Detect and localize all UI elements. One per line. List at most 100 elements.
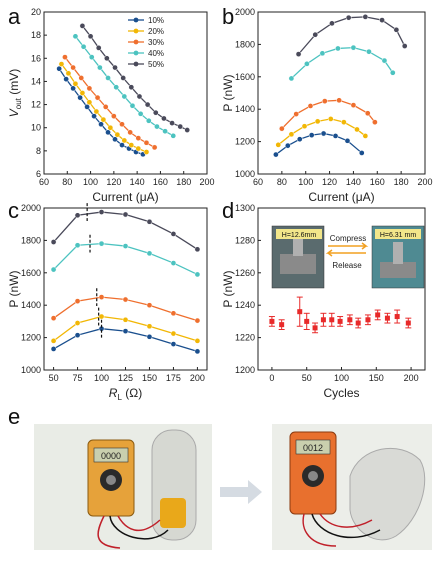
data-point (119, 142, 125, 148)
x-tick-label-c: 175 (166, 373, 181, 383)
data-point (354, 126, 360, 133)
x-tick-label-a: 60 (39, 177, 49, 187)
data-point (288, 75, 295, 82)
x-tick-label-c: 50 (49, 373, 59, 383)
x-tick-label-a: 80 (62, 177, 72, 187)
data-point (350, 102, 357, 109)
data-point (170, 341, 177, 347)
data-point (372, 119, 378, 126)
series-line-b-40% (290, 46, 394, 79)
plot-frame-b (257, 11, 426, 175)
legend-marker (133, 61, 139, 67)
data-point (350, 44, 357, 51)
data-point (194, 271, 201, 278)
data-point (170, 132, 177, 139)
photo-right-dial-knob (308, 471, 318, 481)
y-tick-label-c: 1600 (21, 268, 41, 278)
data-point (146, 302, 153, 309)
data-point (162, 128, 168, 135)
data-point (50, 346, 57, 352)
y-tick-label-d: 1240 (235, 300, 255, 310)
data-point (104, 55, 110, 62)
photo-right-black-wire (311, 513, 381, 539)
data-point (70, 64, 76, 71)
data-point (307, 103, 314, 109)
panel-label-c: c (8, 198, 19, 223)
data-point (74, 212, 81, 219)
data-point (50, 266, 57, 273)
panel-label-d: d (222, 198, 234, 223)
data-point (128, 142, 135, 148)
chart-a: 60 80 100 120 140 160 180 200 6 8 10 12 14 16 18 20 Curr… (7, 7, 215, 204)
data-point (169, 120, 175, 126)
data-point (79, 23, 86, 29)
y-tick-label-d: 1200 (235, 365, 255, 375)
legend-entry: 30% (148, 38, 164, 47)
x-tick-label-b: 180 (394, 177, 409, 187)
y-tick-label-a: 14 (31, 76, 41, 86)
data-point (58, 61, 65, 67)
data-point (79, 90, 86, 96)
data-point (74, 332, 81, 339)
legend-marker (133, 39, 139, 45)
data-point (105, 129, 111, 136)
data-point (80, 43, 87, 50)
data-point (72, 80, 79, 87)
y-tick-label-c: 2000 (21, 203, 41, 213)
photo-left-device (160, 498, 186, 528)
data-point (146, 333, 153, 340)
data-point (312, 325, 318, 331)
data-point (91, 113, 97, 119)
legend-marker (133, 17, 139, 23)
y-tick-label-b: 2000 (235, 7, 255, 17)
y-tick-label-a: 8 (36, 146, 41, 156)
x-tick-label-a: 200 (199, 177, 214, 187)
data-point (194, 348, 201, 355)
data-point (50, 337, 57, 344)
x-tick-label-b: 200 (417, 177, 432, 187)
data-point (151, 144, 158, 151)
x-tick-label-c: 200 (190, 373, 205, 383)
data-point (105, 75, 111, 81)
legend-marker (133, 50, 139, 56)
x-axis-label-a: Current (μA) (92, 190, 158, 204)
photo-right-probe-wires (302, 513, 373, 547)
data-point (98, 240, 105, 247)
x-tick-label-d: 150 (369, 373, 384, 383)
data-point (122, 211, 129, 218)
data-point (122, 328, 129, 334)
x-tick-label-d: 100 (334, 373, 349, 383)
inset-left-label: H=12.6mm (282, 232, 317, 239)
plot-frame-c (43, 207, 208, 371)
data-point (170, 260, 177, 266)
y-tick-label-a: 12 (31, 100, 41, 110)
chart-c: 50 75 100 125 150 175 200 1000 1200 1400 1600 1800 2… (7, 203, 208, 402)
data-point (77, 94, 83, 101)
y-tick-label-c: 1400 (21, 300, 41, 310)
data-point (97, 64, 103, 71)
data-point (72, 33, 79, 40)
data-point (362, 14, 369, 20)
y-tick-label-b: 1000 (235, 169, 255, 179)
data-point (144, 101, 151, 108)
data-point (295, 51, 302, 57)
data-point (312, 31, 319, 38)
data-point (122, 296, 129, 303)
data-point (154, 123, 160, 130)
x-tick-label-b: 120 (322, 177, 337, 187)
panel-label-a: a (8, 4, 21, 29)
data-point (337, 318, 343, 324)
y-tick-label-a: 16 (31, 53, 41, 63)
panel-label-b: b (222, 4, 234, 29)
data-point (314, 118, 321, 125)
data-point (112, 64, 118, 71)
arrow-right-icon (220, 480, 262, 504)
inset-right-tag (375, 229, 421, 239)
data-point (65, 70, 72, 77)
y-tick-label-a: 18 (31, 30, 41, 40)
photo-right-multimeter-slipper: 0012 (272, 424, 432, 550)
data-point (94, 94, 101, 101)
x-tick-label-c: 150 (142, 373, 157, 383)
data-point (135, 145, 142, 152)
